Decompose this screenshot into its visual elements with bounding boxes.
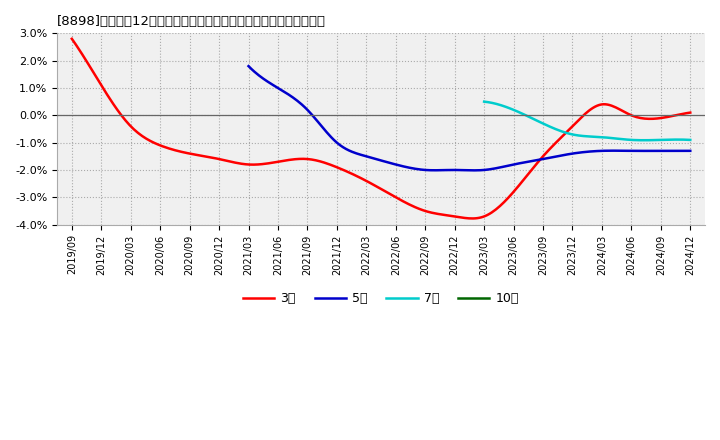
7年	[606, 135, 615, 140]
3年	[68, 36, 76, 41]
3年	[630, 114, 639, 119]
5年	[246, 65, 254, 70]
5年	[646, 148, 654, 154]
7年	[480, 99, 488, 104]
7年	[603, 135, 611, 140]
Line: 7年: 7年	[484, 102, 690, 140]
5年	[516, 161, 525, 166]
7年	[640, 138, 649, 143]
7年	[602, 135, 611, 140]
5年	[244, 63, 253, 69]
5年	[686, 148, 695, 154]
3年	[433, 211, 442, 216]
3年	[591, 104, 600, 109]
5年	[470, 168, 479, 173]
3年	[686, 110, 695, 115]
7年	[654, 137, 663, 143]
3年	[70, 39, 78, 44]
5年	[507, 162, 516, 168]
Line: 5年: 5年	[248, 66, 690, 170]
5年	[618, 148, 626, 154]
7年	[480, 99, 489, 104]
7年	[686, 137, 695, 143]
3年	[446, 213, 454, 218]
3年	[436, 212, 444, 217]
3年	[469, 216, 477, 221]
7年	[667, 137, 676, 142]
Line: 3年: 3年	[72, 39, 690, 218]
5年	[508, 162, 517, 167]
Legend: 3年, 5年, 7年, 10年: 3年, 5年, 7年, 10年	[238, 287, 524, 310]
Text: [8898]　売上高12か月移動合計の対前年同期増減率の平均値の推移: [8898] 売上高12か月移動合計の対前年同期増減率の平均値の推移	[57, 15, 326, 28]
